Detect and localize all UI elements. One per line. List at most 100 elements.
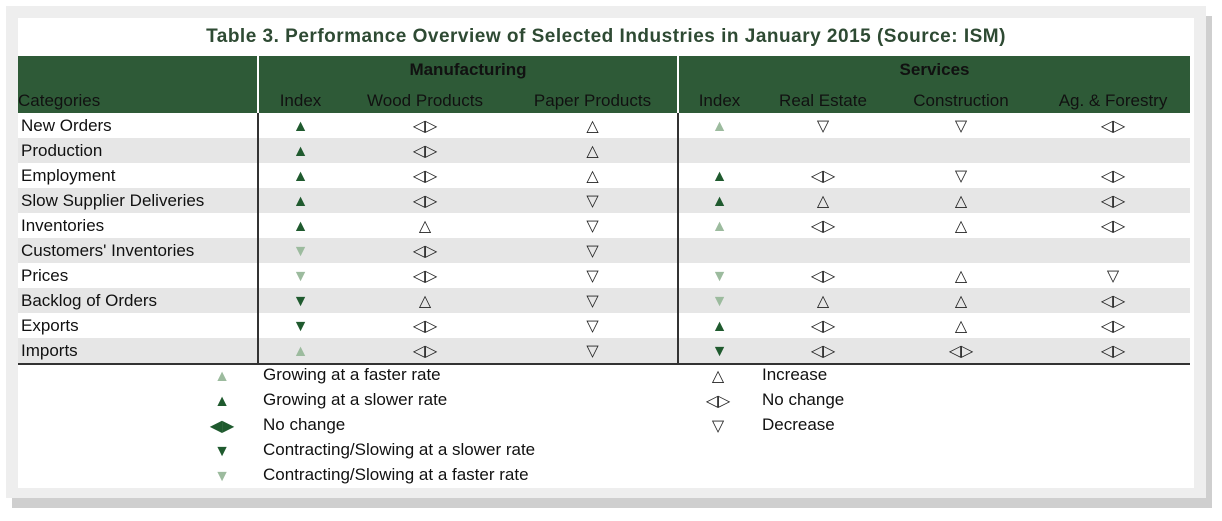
row-label: Customers' Inventories	[18, 238, 258, 263]
table-cell: ▽	[760, 113, 886, 138]
table-row: Inventories ▲ △ ▽ ▲ ◁▷ △ ◁▷	[18, 213, 1190, 238]
table-row: Slow Supplier Deliveries ▲ ◁▷ ▽ ▲ △ △ ◁▷	[18, 188, 1191, 213]
no-change-icon: ◁▷	[412, 242, 438, 260]
table-row: Employment ▲ ◁▷ △ ▲ ◁▷ ▽ ◁▷	[18, 163, 1190, 188]
decrease-icon: ▽	[816, 117, 830, 135]
table-cell: △	[886, 313, 1036, 338]
table-cell: ▼	[677, 288, 760, 313]
no-change-icon: ◁▷	[1100, 117, 1126, 135]
table-cell: ▽	[508, 313, 678, 338]
table-title: Table 3. Performance Overview of Selecte…	[206, 26, 1006, 47]
table-cell: △	[886, 263, 1036, 288]
table-cell: ▽	[508, 338, 678, 365]
table-cell: △	[342, 288, 508, 313]
group-manufacturing: Manufacturing	[257, 56, 678, 84]
increase-icon: △	[711, 368, 725, 385]
table-cell: ▲	[677, 163, 760, 188]
table-cell: ◁▷	[1036, 338, 1191, 365]
table-cell: ◁▷	[342, 238, 508, 263]
table-cell: ▲	[257, 188, 342, 213]
no-change-icon: ◁▷	[412, 192, 438, 210]
no-change-icon: ◁▷	[810, 217, 836, 235]
no-change-icon: ◁▷	[1100, 192, 1126, 210]
contracting-slower-icon: ▼	[711, 342, 728, 360]
table-cell: ▼	[257, 263, 342, 288]
growing-slower-icon: ▲	[292, 217, 309, 235]
no-change-icon: ◁▷	[1100, 217, 1126, 235]
table-cell: ▼	[677, 338, 760, 365]
table-cell: ▼	[257, 288, 342, 313]
table-cell: ◁▷	[342, 163, 508, 188]
table-cell: ▲	[677, 113, 760, 138]
column-header: Real Estate	[760, 84, 886, 113]
increase-icon: △	[586, 167, 599, 185]
table-cell: ▲	[257, 338, 342, 365]
table-cell	[760, 238, 886, 263]
growing-slower-icon: ▲	[214, 393, 230, 410]
table-cell: ▼	[257, 238, 342, 263]
no-change-icon: ◁▷	[412, 317, 438, 335]
table-cell: ◁▷	[760, 338, 886, 365]
table-row: Exports ▼ ◁▷ ▽ ▲ ◁▷ △ ◁▷	[18, 313, 1190, 338]
table-cell: ◁▷	[886, 338, 1036, 365]
no-change-icon: ◁▷	[1100, 167, 1126, 185]
table-cell: ▽	[508, 188, 678, 213]
table-cell: ◁▷	[1036, 213, 1190, 238]
decrease-icon: ▽	[954, 117, 968, 135]
table-cell: ▲	[257, 163, 342, 188]
contracting-slower-icon: ▼	[292, 292, 309, 310]
table-cell: ▼	[677, 263, 760, 288]
table-cell	[760, 138, 886, 163]
row-label: New Orders	[21, 115, 112, 135]
legend-label: No change	[263, 415, 346, 434]
table-cell: △	[508, 138, 678, 163]
table-cell: ◁▷	[342, 338, 508, 365]
column-header: Wood Products	[342, 84, 508, 113]
table-cell: ▲	[257, 138, 342, 163]
table-cell: ◁▷	[342, 138, 508, 163]
increase-icon: △	[954, 317, 968, 335]
no-change-icon: ◁▷	[810, 167, 836, 185]
performance-table: Manufacturing Services Categories Index …	[18, 56, 1191, 365]
table-cell: ▽	[508, 213, 678, 238]
table-cell: ◁▷	[342, 188, 508, 213]
row-label: Employment	[21, 165, 116, 185]
no-change-icon: ◁▷	[1100, 292, 1126, 310]
legend-label: Increase	[762, 365, 828, 384]
legend-label: No change	[762, 390, 845, 409]
column-header: Index	[257, 84, 342, 113]
increase-icon: △	[954, 267, 968, 285]
table-cell: △	[886, 188, 1036, 213]
no-change-icon: ◁▷	[810, 342, 836, 360]
legend-label: Growing at a slower rate	[263, 390, 448, 409]
growing-slower-icon: ▲	[711, 192, 728, 210]
no-change-icon: ◁▷	[948, 342, 974, 360]
table-cell: △	[760, 288, 886, 313]
growing-slower-icon: ▲	[292, 142, 309, 160]
table-cell: ◁▷	[1036, 313, 1190, 338]
table-cell: △	[760, 188, 886, 213]
no-change-solid-icon: ◀▶	[209, 418, 235, 435]
table-row: Customers' Inventories ▼ ◁▷ ▽	[18, 238, 1191, 263]
legend-label: Contracting/Slowing at a slower rate	[263, 440, 536, 459]
row-label: Slow Supplier Deliveries	[18, 188, 258, 213]
contracting-faster-icon: ▼	[214, 468, 230, 485]
decrease-icon: ▽	[586, 342, 599, 360]
table-cell: △	[342, 213, 508, 238]
decrease-icon: ▽	[586, 217, 599, 235]
increase-icon: △	[816, 192, 830, 210]
increase-icon: △	[586, 117, 599, 135]
table-cell: △	[886, 288, 1036, 313]
row-label: Imports	[18, 338, 258, 365]
table-cell: ▲	[257, 213, 342, 238]
table-cell	[677, 238, 760, 263]
contracting-faster-icon: ▼	[292, 242, 309, 260]
table-row: Imports ▲ ◁▷ ▽ ▼ ◁▷ ◁▷ ◁▷	[18, 338, 1191, 365]
decrease-icon: ▽	[954, 167, 968, 185]
table-cell: ▽	[508, 263, 678, 288]
table-cell	[886, 138, 1036, 163]
growing-faster-icon: ▲	[711, 217, 728, 235]
table-cell: ▲	[257, 113, 342, 138]
no-change-icon: ◁▷	[412, 167, 438, 185]
no-change-icon: ◁▷	[412, 342, 438, 360]
